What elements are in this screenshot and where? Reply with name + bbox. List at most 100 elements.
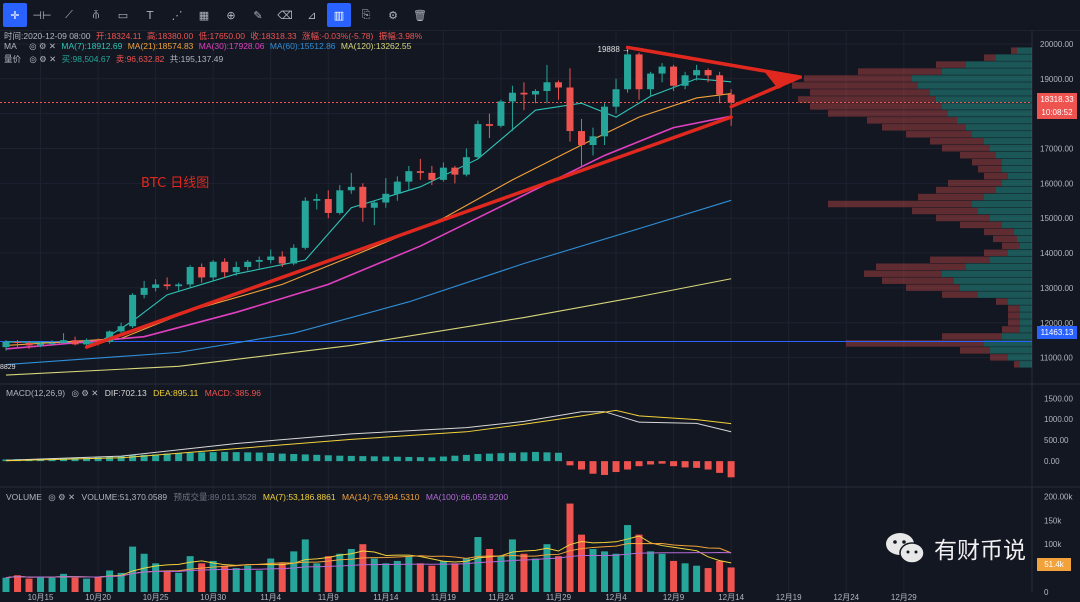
settings-icon[interactable]: ⚙ [388, 8, 398, 22]
volume-bar [566, 503, 574, 592]
volume-bar [48, 577, 56, 592]
eye-icon[interactable]: ◎ ⚙ ✕ [29, 54, 57, 64]
macd-bar [647, 461, 655, 465]
current-price-label: 18318.33 [1037, 93, 1077, 106]
macd-bar [152, 454, 160, 462]
rectangle-icon[interactable]: ▭ [117, 8, 129, 22]
ruler-icon[interactable]: ▦ [198, 8, 210, 22]
volume-bar [497, 556, 505, 592]
volume-bar [244, 565, 252, 592]
dea-value: DEA:895.11 [153, 388, 199, 398]
volume-profile-buy [942, 103, 1032, 110]
macd-bar [129, 455, 137, 462]
measure-icon[interactable]: ⊿ [307, 8, 317, 22]
volume-bar [554, 556, 562, 592]
candle-body [301, 200, 309, 248]
macd-bar [209, 452, 217, 462]
eye-icon[interactable]: ◎ ⚙ ✕ [29, 41, 57, 51]
volume-profile-sell [912, 207, 978, 215]
candle-body [221, 261, 229, 273]
high-marker: 19888 → [598, 45, 630, 54]
candle-body [485, 124, 493, 126]
brush-icon[interactable]: ✎ [253, 8, 263, 22]
ma-line [5, 115, 732, 350]
volume-profile-sell [930, 256, 990, 264]
candle-body [255, 260, 263, 262]
volume-bar [647, 551, 655, 592]
volume-profile-buy [1002, 179, 1032, 187]
macd-bar [716, 461, 724, 473]
candle-body [117, 326, 125, 332]
volume-bar [2, 577, 10, 592]
volume-profile-sell [1002, 242, 1020, 250]
volume-bar [267, 558, 275, 592]
candle-body [48, 342, 56, 344]
candle-body [71, 340, 79, 345]
volume-profile-buy [930, 89, 1032, 96]
eye-icon[interactable]: ◎ ⚙ ✕ [71, 388, 99, 398]
volume-bar [428, 565, 436, 592]
volume-profile-buy [1002, 333, 1032, 340]
volume-bar [25, 578, 33, 592]
candle-body [508, 92, 516, 102]
text-icon[interactable]: T [146, 8, 154, 22]
volume-bar [531, 558, 539, 592]
volume-profile-sell [936, 214, 990, 222]
eye-icon[interactable]: ◎ ⚙ ✕ [48, 492, 76, 502]
volume-bar [693, 565, 701, 592]
volume-y-tick: 100k [1044, 540, 1062, 549]
trash-icon[interactable]: 🗑 [413, 8, 427, 22]
macd-bar [520, 452, 528, 462]
candle-body [163, 284, 171, 287]
volume-bar [163, 570, 171, 592]
hline-icon[interactable]: ⊣⊢ [32, 8, 52, 22]
volume-profile-buy [957, 117, 1032, 124]
crosshair-icon[interactable]: ✛ [3, 3, 27, 27]
vol-ma7-value: MA(7):53,186.8861 [262, 492, 336, 502]
ma7-value: MA(7):18912.69 [61, 41, 123, 51]
candle-body [278, 256, 286, 264]
volume-profile-sell [942, 145, 990, 152]
volume-profile-buy [1008, 354, 1032, 361]
volume-bar [221, 565, 229, 592]
macd-bar [497, 453, 505, 462]
volume-bar [416, 563, 424, 592]
trendline-icon[interactable]: ⟋ [65, 8, 73, 21]
candle-body [727, 94, 735, 103]
candle-body [175, 284, 183, 287]
total-value: 共:195,137.49 [169, 54, 224, 64]
volume-y-tick: 200.00k [1044, 492, 1073, 501]
volume-bar [624, 525, 632, 592]
volume-profile-buy [984, 193, 1032, 201]
buy-value: 买:98,504.67 [61, 54, 111, 64]
volume-profile-buy [918, 82, 1032, 89]
candle-body [497, 101, 505, 126]
y-tick-label: 16000.00 [1040, 179, 1074, 188]
volume-bar [670, 560, 678, 592]
volume-profile-sell [1011, 47, 1017, 54]
volume-bar [129, 546, 137, 592]
volume-bar [198, 563, 206, 592]
candle-body [601, 106, 609, 137]
eraser-icon[interactable]: ⌫ [277, 8, 293, 22]
candle-body [416, 171, 424, 173]
candle-body [83, 340, 91, 345]
bars-icon[interactable]: ▥ [327, 3, 351, 27]
volume-profile-buy [984, 138, 1032, 145]
candle-body [359, 186, 367, 208]
ma-title: MA [4, 41, 17, 51]
volume-bar [451, 563, 459, 592]
zoom-icon[interactable]: ⊕ [226, 8, 236, 22]
volume-profile-sell [993, 235, 1017, 243]
macd-bar [531, 451, 539, 462]
ma-line [5, 278, 732, 376]
volume-profile-buy [990, 256, 1032, 264]
volume-profile-buy [972, 200, 1032, 208]
pattern-icon[interactable]: ⋰ [171, 8, 183, 22]
volume-profile-sell [858, 68, 942, 75]
copy-icon[interactable]: ⎘ [361, 8, 371, 21]
macd-bar [578, 461, 585, 470]
pitchfork-icon[interactable]: ⫚ [92, 8, 100, 21]
brand-name: 有财币说 [934, 538, 1026, 564]
